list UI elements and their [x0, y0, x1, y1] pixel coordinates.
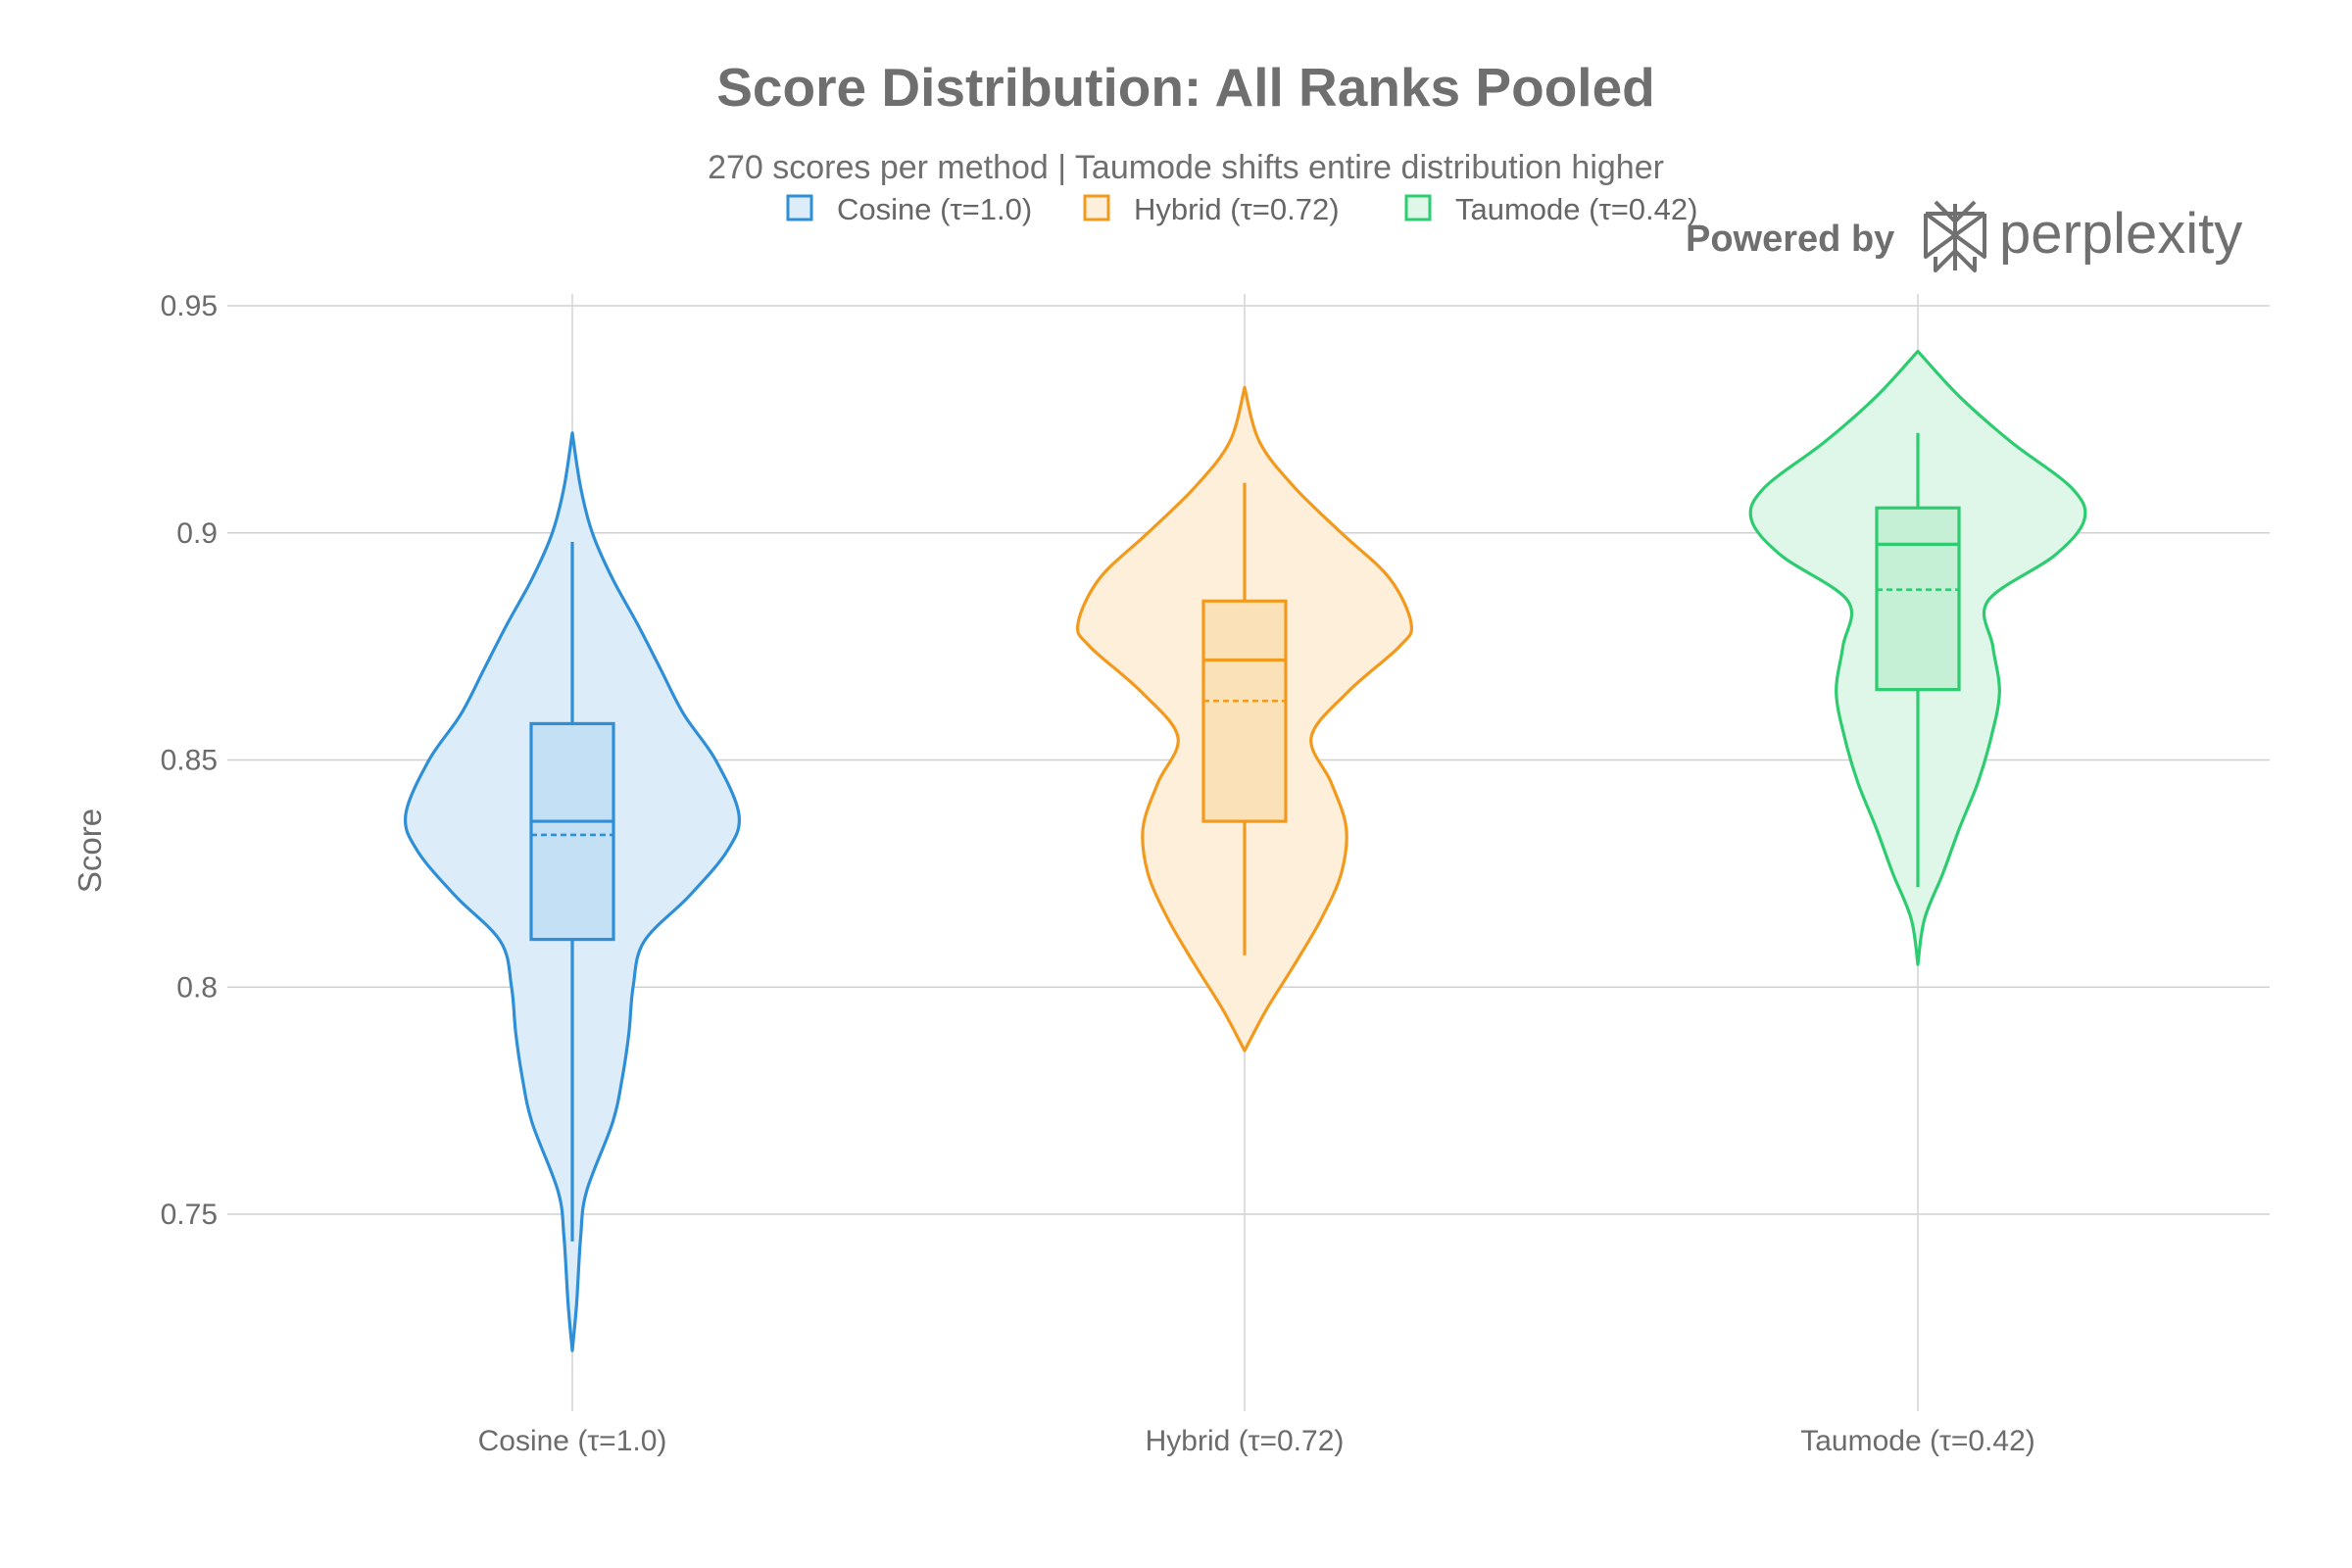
- x-tick-label: Cosine (τ=1.0): [478, 1425, 667, 1457]
- chart-title: Score Distribution: All Ranks Pooled: [716, 57, 1655, 118]
- chart-subtitle: 270 scores per method | Taumode shifts e…: [708, 149, 1664, 186]
- legend-item-cosine[interactable]: Cosine (τ=1.0): [786, 192, 1032, 226]
- x-axis-ticks: Cosine (τ=1.0) Hybrid (τ=0.72) Taumode (τ=…: [478, 1425, 2035, 1457]
- legend-swatch-cosine: [786, 194, 813, 221]
- legend-label-hybrid: Hybrid (τ=0.72): [1134, 192, 1340, 226]
- perplexity-branding: Powered by perplexity: [1686, 200, 2242, 272]
- perplexity-logo-icon: [1924, 200, 1986, 272]
- violin-2: [1748, 349, 2087, 966]
- violin-1: [1075, 385, 1414, 1053]
- legend-item-taumode[interactable]: Taumode (τ=0.42): [1404, 192, 1697, 226]
- iqr-box: [1201, 599, 1288, 823]
- y-tick-label: 0.75: [161, 1199, 218, 1231]
- powered-by-label: Powered by: [1686, 219, 1894, 260]
- y-tick-label: 0.85: [161, 745, 218, 777]
- x-tick-label: Taumode (τ=0.42): [1800, 1425, 2035, 1457]
- legend-swatch-taumode: [1404, 194, 1432, 221]
- violins: [403, 349, 2087, 1352]
- x-tick-label: Hybrid (τ=0.72): [1146, 1425, 1345, 1457]
- legend-label-cosine: Cosine (τ=1.0): [837, 192, 1032, 226]
- legend[interactable]: Cosine (τ=1.0) Hybrid (τ=0.72) Taumode (…: [786, 192, 1697, 226]
- perplexity-wordmark: perplexity: [1999, 202, 2242, 266]
- y-tick-label: 0.95: [161, 290, 218, 322]
- y-axis-title: Score: [72, 808, 108, 893]
- y-tick-label: 0.8: [176, 971, 218, 1004]
- iqr-box: [529, 721, 615, 942]
- legend-label-taumode: Taumode (τ=0.42): [1455, 192, 1697, 226]
- legend-item-hybrid[interactable]: Hybrid (τ=0.72): [1083, 192, 1340, 226]
- legend-swatch-hybrid: [1083, 194, 1110, 221]
- y-axis-ticks: 0.75 0.8 0.85 0.9 0.95: [161, 290, 218, 1231]
- violin-0: [403, 431, 742, 1352]
- y-tick-label: 0.9: [176, 517, 218, 550]
- iqr-box: [1875, 506, 1961, 692]
